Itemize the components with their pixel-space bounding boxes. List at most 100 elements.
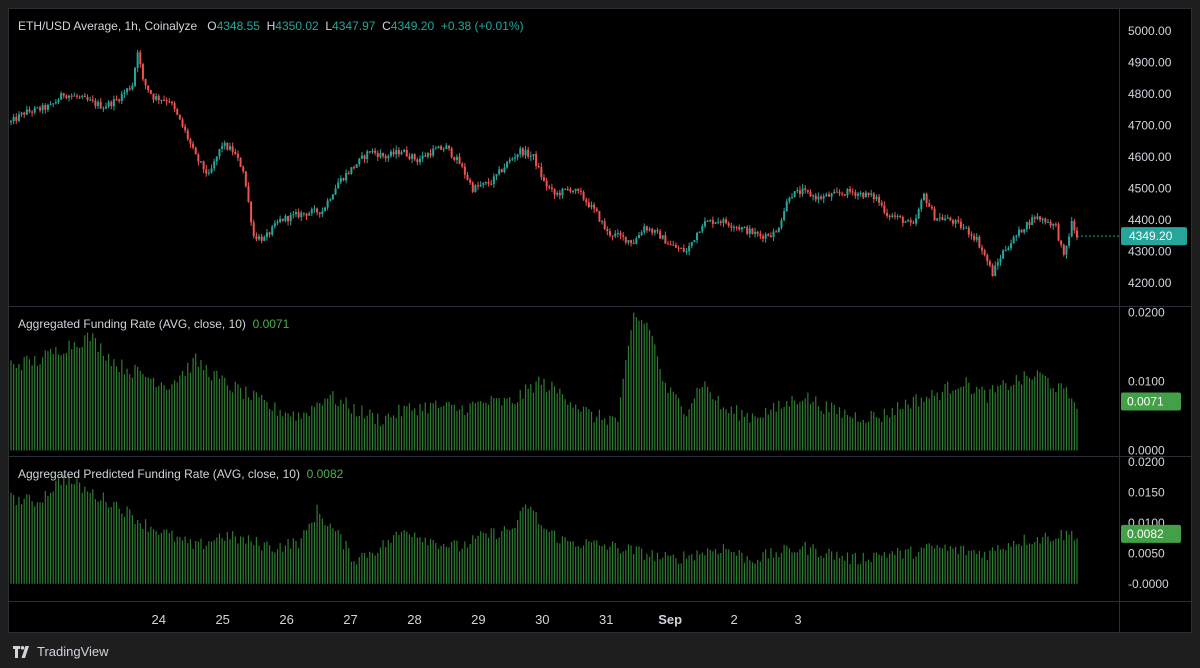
candle-body bbox=[236, 154, 239, 158]
candle-body bbox=[389, 151, 392, 157]
chart-canvas[interactable]: 5000.00 4900.00 4800.00 4700.00 4600.00 4500.… bbox=[9, 9, 1191, 632]
funding-bar bbox=[356, 564, 358, 584]
candle-body bbox=[17, 114, 20, 121]
funding-bar bbox=[369, 409, 371, 451]
candle-body bbox=[458, 156, 461, 164]
funding-bar bbox=[714, 548, 717, 584]
funding-bar bbox=[118, 508, 120, 584]
funding-bar bbox=[986, 402, 988, 451]
funding-bar bbox=[226, 385, 228, 451]
funding-bar bbox=[179, 375, 181, 451]
funding-bar bbox=[527, 388, 529, 451]
funding-bar bbox=[978, 388, 980, 451]
funding-bar bbox=[253, 545, 255, 584]
funding-bar bbox=[501, 530, 503, 584]
funding-axis-tick: 0.0200 bbox=[1128, 305, 1165, 319]
funding-bar bbox=[263, 399, 265, 451]
funding-bar bbox=[1023, 534, 1025, 584]
candle-body bbox=[1076, 230, 1078, 238]
funding-bar bbox=[530, 506, 532, 584]
funding-bar bbox=[598, 545, 601, 584]
funding-bar bbox=[406, 406, 408, 451]
funding-bar bbox=[838, 557, 841, 584]
price-axis-tick: 4700.00 bbox=[1128, 118, 1172, 132]
funding-bar bbox=[100, 500, 102, 584]
funding-bar bbox=[865, 561, 867, 584]
candle-body bbox=[334, 188, 337, 195]
funding-bar bbox=[324, 398, 326, 451]
candle-body bbox=[165, 100, 168, 102]
time-axis-tick: 24 bbox=[152, 612, 166, 627]
candle-body bbox=[996, 262, 999, 266]
funding-bar bbox=[1015, 375, 1017, 451]
candle-body bbox=[878, 196, 881, 203]
funding-bar bbox=[79, 482, 81, 584]
tradingview-brand[interactable]: TradingView bbox=[13, 644, 109, 659]
funding-bar bbox=[614, 543, 616, 584]
funding-bar bbox=[524, 384, 527, 451]
funding-bar bbox=[137, 520, 139, 584]
funding-bar bbox=[474, 538, 476, 584]
candle-body bbox=[234, 151, 237, 155]
funding-bar bbox=[617, 548, 619, 584]
funding-bar bbox=[308, 416, 310, 451]
candle-body bbox=[606, 228, 609, 232]
funding-bar bbox=[237, 384, 239, 451]
funding-bar bbox=[873, 552, 875, 584]
funding-bar bbox=[670, 387, 672, 451]
funding-bar bbox=[89, 492, 91, 584]
funding-bar bbox=[385, 415, 387, 451]
time-axis-tick: 2 bbox=[730, 612, 737, 627]
candle-body bbox=[500, 169, 503, 172]
funding-bar bbox=[1018, 381, 1020, 451]
funding-bar bbox=[791, 552, 793, 584]
candle-body bbox=[400, 152, 403, 155]
funding-bar bbox=[152, 529, 155, 584]
funding-bar bbox=[928, 543, 930, 584]
funding-bar bbox=[234, 536, 236, 584]
funding-bar bbox=[849, 563, 851, 584]
funding-bar bbox=[92, 333, 94, 451]
candle-body bbox=[382, 153, 385, 157]
candle-body bbox=[408, 156, 411, 159]
candle-body bbox=[798, 190, 801, 195]
funding-bar bbox=[1071, 530, 1073, 584]
funding-bar bbox=[189, 539, 192, 584]
funding-bar bbox=[717, 553, 719, 584]
candle-body bbox=[287, 216, 290, 222]
funding-bar bbox=[247, 535, 250, 584]
funding-bar bbox=[86, 491, 89, 584]
funding-axis-tick: 0.0000 bbox=[1128, 444, 1165, 458]
funding-bar bbox=[604, 544, 606, 584]
funding-bar bbox=[97, 351, 99, 451]
candle-body bbox=[310, 209, 313, 214]
funding-bar bbox=[704, 555, 706, 584]
candle-body bbox=[627, 240, 630, 243]
funding-bar bbox=[268, 545, 271, 584]
funding-bar bbox=[680, 563, 682, 584]
candle-body bbox=[366, 151, 369, 159]
funding-bar bbox=[295, 420, 297, 451]
candle-body bbox=[221, 145, 224, 149]
candle-body bbox=[86, 97, 89, 100]
funding-bar bbox=[110, 366, 112, 451]
funding-bar bbox=[1071, 398, 1073, 451]
chart-frame[interactable]: 5000.00 4900.00 4800.00 4700.00 4600.00 4500.… bbox=[8, 8, 1192, 633]
funding-bar bbox=[1076, 538, 1078, 584]
funding-bar bbox=[229, 390, 231, 451]
funding-bar bbox=[210, 380, 213, 451]
funding-bar bbox=[284, 412, 287, 451]
price-series-name: ETH/USD Average, 1h, Coinalyze bbox=[18, 19, 198, 33]
candle-body bbox=[73, 95, 76, 97]
funding-bar bbox=[131, 515, 133, 584]
funding-bar bbox=[970, 550, 973, 584]
candle-body bbox=[614, 233, 617, 237]
funding-bar bbox=[915, 394, 917, 451]
funding-bar bbox=[662, 557, 664, 584]
candle-body bbox=[835, 191, 838, 193]
funding-bar bbox=[232, 531, 234, 584]
funding-bar bbox=[582, 406, 585, 451]
funding-bar bbox=[366, 557, 368, 584]
candle-body bbox=[677, 247, 680, 249]
funding-bar bbox=[305, 530, 308, 584]
